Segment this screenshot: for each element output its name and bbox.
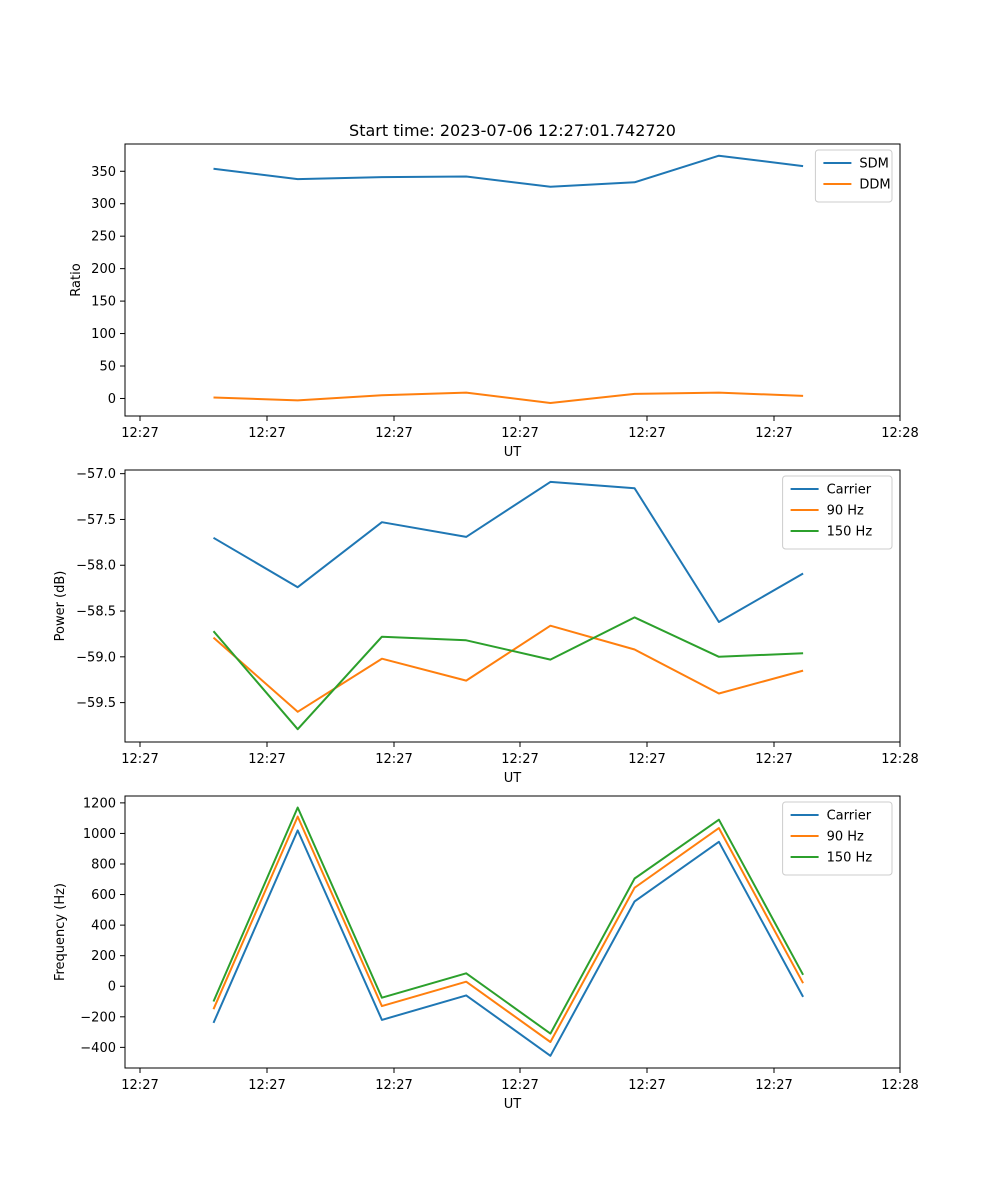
y-tick-label: 800 xyxy=(91,858,116,873)
y-tick-label: 1000 xyxy=(83,827,116,842)
y-tick-label: 350 xyxy=(91,165,116,180)
series-line-carrier xyxy=(212,829,804,1057)
y-tick-label: −200 xyxy=(80,1010,116,1025)
y-tick-label: 600 xyxy=(91,888,116,903)
x-tick-label: 12:27 xyxy=(121,752,158,767)
series-line-ddm xyxy=(213,391,804,404)
y-tick-label: 200 xyxy=(91,262,116,277)
x-tick-label: 12:27 xyxy=(248,426,285,441)
y-tick-label: 1200 xyxy=(83,796,116,811)
y-tick-label: −59.0 xyxy=(76,650,116,665)
legend: Carrier 90 Hz 150 Hz xyxy=(782,801,893,876)
x-tick-label: 12:27 xyxy=(121,426,158,441)
y-tick-label: −58.0 xyxy=(76,559,116,574)
x-tick-label: 12:27 xyxy=(755,1078,792,1093)
y-tick-label: −57.5 xyxy=(76,513,116,528)
series-line-carrier xyxy=(212,480,804,623)
y-axis-label: Frequency (Hz) xyxy=(53,883,68,981)
y-tick-label: 200 xyxy=(91,949,116,964)
series-line-90-hz xyxy=(212,815,804,1043)
x-tick-label: 12:28 xyxy=(881,752,918,767)
y-tick-label: 250 xyxy=(91,230,116,245)
y-tick-label: 400 xyxy=(91,919,116,934)
x-tick-label: 12:27 xyxy=(501,1078,538,1093)
x-tick-label: 12:27 xyxy=(248,1078,285,1093)
x-tick-label: 12:27 xyxy=(755,426,792,441)
chart-panel-2: 12:27 12:27 12:27 12:27 12:27 12:27 12:28 −59.5… xyxy=(53,467,919,786)
x-tick-label: 12:28 xyxy=(881,1078,918,1093)
series-line-150-hz xyxy=(212,806,804,1035)
x-tick-label: 12:27 xyxy=(121,1078,158,1093)
legend-label: 90 Hz xyxy=(827,830,864,845)
y-tick-label: 50 xyxy=(99,360,116,375)
legend-label: 150 Hz xyxy=(827,525,873,540)
series-line-sdm xyxy=(213,154,804,188)
x-tick-label: 12:27 xyxy=(375,426,412,441)
legend-label: 90 Hz xyxy=(827,504,864,519)
x-tick-label: 12:27 xyxy=(248,752,285,767)
y-tick-label: 0 xyxy=(108,392,116,407)
legend-label: DDM xyxy=(859,178,890,193)
legend-label: Carrier xyxy=(827,809,872,824)
chart-title: Start time: 2023-07-06 12:27:01.742720 xyxy=(349,121,676,140)
x-tick-label: 12:27 xyxy=(628,426,665,441)
series-line-90-hz xyxy=(212,624,804,713)
y-tick-label: 150 xyxy=(91,295,116,310)
x-tick-label: 12:27 xyxy=(375,1078,412,1093)
chart-panel-3: 12:27 12:27 12:27 12:27 12:27 12:27 12:28 −400 −… xyxy=(53,795,919,1112)
x-tick-label: 12:27 xyxy=(628,1078,665,1093)
x-axis-label: UT xyxy=(504,1097,522,1112)
legend-label: 150 Hz xyxy=(827,851,873,866)
x-tick-label: 12:28 xyxy=(881,426,918,441)
x-tick-label: 12:27 xyxy=(501,426,538,441)
y-tick-label: 100 xyxy=(91,327,116,342)
x-tick-label: 12:27 xyxy=(375,752,412,767)
x-axis-label: UT xyxy=(504,771,522,786)
x-tick-label: 12:27 xyxy=(501,752,538,767)
legend-label: Carrier xyxy=(827,483,872,498)
y-axis-label: Ratio xyxy=(69,263,84,296)
legend-label: SDM xyxy=(859,157,888,172)
x-tick-label: 12:27 xyxy=(755,752,792,767)
y-tick-label: 0 xyxy=(108,980,116,995)
series-line-150-hz xyxy=(212,616,804,731)
chart-panel-1: Start time: 2023-07-06 12:27:01.742720 12… xyxy=(69,121,919,460)
y-tick-label: −400 xyxy=(80,1041,116,1056)
y-tick-label: 300 xyxy=(91,197,116,212)
x-tick-label: 12:27 xyxy=(628,752,665,767)
legend: Carrier 90 Hz 150 Hz xyxy=(782,475,893,550)
y-tick-label: −57.0 xyxy=(76,467,116,482)
plot-frame xyxy=(124,143,901,417)
legend: SDM DDM xyxy=(814,149,893,203)
y-tick-label: −59.5 xyxy=(76,696,116,711)
plot-frame xyxy=(124,469,901,743)
y-axis-label: Power (dB) xyxy=(53,571,68,642)
x-axis-label: UT xyxy=(504,445,522,460)
y-tick-label: −58.5 xyxy=(76,605,116,620)
plot-frame xyxy=(124,795,901,1069)
